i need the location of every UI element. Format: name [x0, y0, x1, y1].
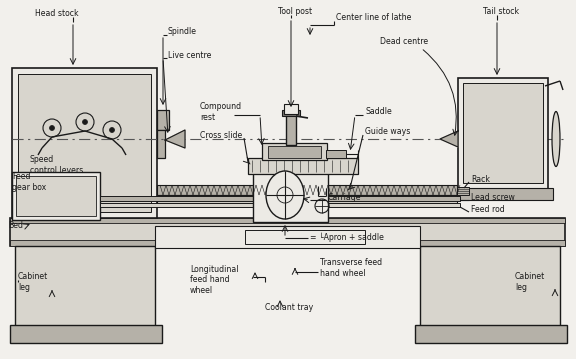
Bar [286, 113, 296, 145]
Bar [262, 143, 327, 160]
Circle shape [109, 127, 115, 132]
Bar [458, 78, 548, 198]
Bar [10, 325, 162, 343]
Text: Rack: Rack [471, 176, 490, 185]
Text: Lead screw: Lead screw [471, 194, 515, 202]
Text: Compound
rest: Compound rest [200, 102, 242, 122]
Text: Transverse feed
hand wheel: Transverse feed hand wheel [320, 258, 382, 278]
Bar [155, 226, 420, 248]
Bar [157, 130, 165, 158]
Text: Head stock: Head stock [35, 9, 79, 19]
Text: Cross slide: Cross slide [200, 131, 242, 140]
Text: Longitudinal
feed hand
wheel: Longitudinal feed hand wheel [190, 265, 238, 295]
Bar [420, 246, 560, 331]
Bar [268, 146, 321, 158]
Ellipse shape [552, 112, 560, 167]
Text: Saddle: Saddle [365, 107, 392, 117]
Bar [10, 240, 565, 246]
Bar [100, 196, 460, 201]
Text: Spindle: Spindle [168, 28, 197, 37]
Bar [15, 246, 155, 331]
Text: Carriage: Carriage [328, 194, 362, 202]
Polygon shape [165, 130, 185, 148]
Circle shape [50, 126, 55, 131]
Text: Guide ways: Guide ways [365, 127, 410, 136]
Text: Speed
control levers: Speed control levers [30, 155, 84, 175]
Bar [12, 68, 157, 218]
Text: Tool post: Tool post [278, 8, 312, 17]
Text: Coolant tray: Coolant tray [265, 303, 313, 312]
Bar [248, 158, 358, 174]
Text: Center line of lathe: Center line of lathe [336, 14, 411, 23]
Text: Dead centre: Dead centre [380, 37, 428, 47]
Bar [157, 110, 169, 130]
Bar [326, 150, 346, 158]
Text: Bed: Bed [8, 220, 23, 229]
Text: Feed rod: Feed rod [471, 205, 505, 214]
Text: Feed
gear box: Feed gear box [12, 172, 46, 192]
Text: Cabinet
leg: Cabinet leg [515, 272, 545, 292]
Ellipse shape [266, 171, 304, 219]
Circle shape [82, 120, 88, 125]
Bar [245, 230, 365, 244]
Bar [10, 218, 565, 246]
Bar [463, 83, 543, 183]
Text: Live centre: Live centre [168, 51, 211, 61]
Bar [157, 195, 457, 203]
Bar [415, 325, 567, 343]
Bar [12, 172, 100, 220]
Bar [10, 218, 565, 223]
Text: Tail stock: Tail stock [483, 8, 519, 17]
Text: Cabinet
leg: Cabinet leg [18, 272, 48, 292]
Bar [284, 104, 298, 114]
Text: = └Apron + saddle: = └Apron + saddle [310, 232, 384, 242]
Bar [457, 187, 469, 195]
Bar [18, 74, 151, 212]
Bar [453, 188, 553, 200]
Bar [282, 110, 300, 116]
Polygon shape [440, 131, 458, 147]
Bar [16, 176, 96, 216]
Bar [253, 172, 328, 222]
Bar [157, 185, 457, 195]
Bar [100, 203, 460, 207]
